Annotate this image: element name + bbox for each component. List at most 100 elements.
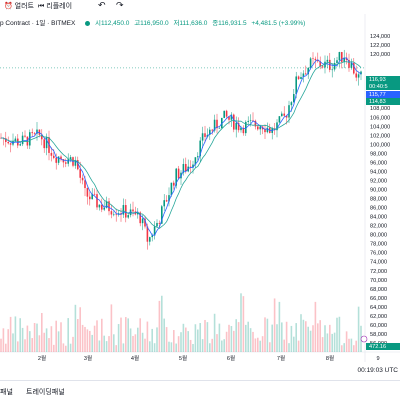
volume-bar: [252, 331, 254, 352]
price-axis-label: 122,000: [370, 43, 390, 49]
volume-bar: [319, 320, 321, 352]
candle-body: [312, 58, 314, 59]
tab-panel[interactable]: 패널: [0, 389, 13, 396]
volume-bar: [182, 323, 185, 352]
candle-body: [137, 212, 139, 215]
candle-body: [276, 122, 278, 131]
candle-body: [357, 74, 360, 78]
volume-bar: [60, 322, 62, 352]
volume-bar: [2, 328, 5, 352]
volume-bar: [113, 334, 115, 352]
candle-body: [319, 61, 321, 67]
volume-bar: [293, 336, 295, 352]
candle-body: [125, 205, 127, 218]
candle-body: [26, 136, 29, 146]
candle-body: [245, 121, 247, 134]
volume-bar: [127, 318, 129, 352]
price-axis-label: 88,000: [370, 197, 387, 203]
volume-bar: [177, 336, 180, 352]
price-chart[interactable]: 124,000 122,000 120,000 108,000 106,000 104,0…: [0, 0, 400, 380]
alert-button[interactable]: ⏰ 얼러트: [4, 1, 34, 11]
utc-clock[interactable]: 00:19:03 UTC: [357, 367, 398, 374]
price-axis-label: 106,000: [370, 115, 390, 121]
candle-body: [7, 142, 9, 144]
volume-bar: [331, 333, 333, 352]
candle-body: [60, 156, 62, 160]
undo-icon[interactable]: ↶: [98, 0, 106, 10]
candle-body: [122, 205, 125, 215]
candle-body: [204, 133, 206, 137]
price-axis-label: 102,000: [370, 133, 390, 139]
volume-bar: [341, 345, 343, 352]
price-tag-label: 00:40:5: [369, 84, 388, 90]
candle-body: [108, 201, 110, 212]
candle-body: [297, 76, 300, 80]
volume-bar: [7, 329, 9, 352]
candle-body: [317, 60, 319, 62]
volume-bar: [204, 319, 206, 352]
volume-bar: [240, 293, 242, 352]
volume-bar: [144, 338, 146, 352]
candle-body: [41, 134, 43, 140]
candle-body: [336, 60, 338, 64]
volume-bar: [261, 336, 264, 352]
volume-bar: [235, 319, 237, 352]
volume-bar: [336, 317, 338, 352]
price-axis-label: 82,000: [370, 224, 387, 230]
symbol-title[interactable]: p Contract · 1일 · BITMEX: [0, 20, 76, 27]
volume-bar: [264, 317, 266, 352]
candle-body: [89, 196, 91, 200]
replay-icon: ⏮: [38, 3, 45, 10]
candle-body: [211, 129, 213, 131]
volume-bar: [69, 343, 72, 352]
volume-bar: [45, 328, 48, 352]
volume-bar: [120, 317, 122, 352]
volume-bar: [343, 343, 345, 352]
volume-bar: [257, 337, 259, 352]
volume-bar: [38, 335, 41, 352]
volume-bar: [185, 327, 187, 352]
volume-bar: [110, 304, 113, 352]
candle-body: [21, 135, 24, 145]
candle-body: [9, 143, 12, 145]
price-axis-label: 94,000: [370, 169, 387, 175]
volume-bar: [84, 326, 86, 352]
volume-bar: [98, 340, 101, 352]
price-axis-label: 62,000: [370, 314, 387, 320]
redo-icon[interactable]: ↷: [116, 0, 124, 10]
candle-body: [105, 201, 108, 208]
candle-body: [237, 122, 240, 131]
ohlc-low: 저111,636.0: [173, 20, 208, 27]
volume-bar: [161, 295, 163, 352]
volume-bar: [233, 330, 235, 352]
candle-body: [343, 57, 345, 62]
volume-bar: [223, 339, 225, 352]
volume-bar: [26, 325, 29, 352]
candle-body: [5, 138, 7, 143]
volume-bar: [247, 321, 249, 352]
time-axis-label: 7월: [277, 354, 285, 362]
volume-bar: [309, 330, 312, 352]
volume-bar: [125, 317, 127, 352]
candle-body: [228, 116, 230, 120]
candle-body: [156, 222, 158, 227]
candle-body: [321, 66, 324, 68]
volume-bar: [276, 324, 278, 352]
price-axis-label: 124,000: [370, 34, 390, 40]
volume-bar: [53, 344, 55, 352]
tab-trading-panel[interactable]: 트레이딩패널: [26, 389, 65, 396]
volume-bar: [259, 340, 261, 352]
market-status-dot: [85, 20, 91, 26]
price-axis-label: 104,000: [370, 124, 390, 130]
moving-average-fast-line: [0, 57, 362, 236]
candle-body: [173, 182, 175, 186]
price-tag-label: 115,77: [369, 92, 386, 98]
volume-bar: [338, 316, 341, 352]
candle-body: [302, 73, 305, 78]
candle-body: [43, 139, 45, 149]
volume-bar: [57, 331, 60, 352]
replay-button[interactable]: ⏮ 리플레이: [38, 1, 72, 11]
volume-bar: [158, 300, 161, 352]
price-tag-bg: [366, 76, 400, 83]
candle-body: [158, 222, 161, 224]
